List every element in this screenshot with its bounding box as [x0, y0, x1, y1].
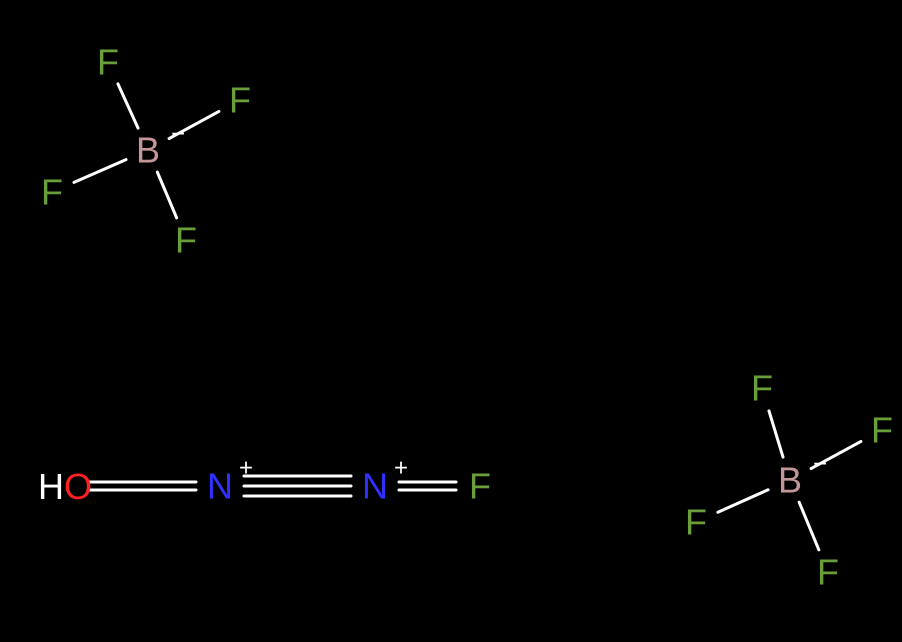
atom-B2: B	[778, 460, 802, 501]
atom-N2: N	[362, 466, 388, 507]
atom-F4: F	[175, 220, 197, 261]
background	[0, 0, 902, 642]
atom-OH: HO	[38, 466, 92, 507]
atom-F5: F	[751, 368, 773, 409]
atom-F7: F	[685, 502, 707, 543]
charge-N2: +	[394, 455, 408, 482]
charge-B2: −	[813, 451, 827, 478]
atom-F8: F	[817, 552, 839, 593]
atom-F1: F	[97, 42, 119, 83]
atom-F6: F	[871, 410, 893, 451]
atom-N1: N	[207, 466, 233, 507]
atom-B1: B	[136, 130, 160, 171]
atom-F3: F	[41, 172, 63, 213]
charge-N1: +	[239, 455, 253, 482]
atom-F9: F	[469, 466, 491, 507]
charge-B1: −	[171, 121, 185, 148]
atom-F2: F	[229, 80, 251, 121]
